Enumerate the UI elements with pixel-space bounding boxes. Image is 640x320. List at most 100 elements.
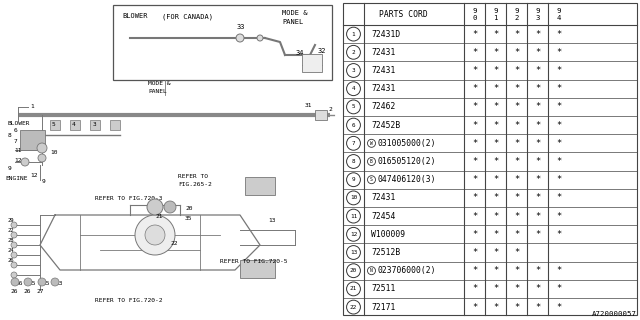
Text: *: *	[514, 48, 519, 57]
Text: W: W	[370, 141, 373, 146]
Circle shape	[37, 143, 47, 153]
Text: 016505120(2): 016505120(2)	[377, 157, 435, 166]
Text: *: *	[556, 266, 561, 275]
Text: 27: 27	[36, 289, 44, 294]
Text: 26: 26	[8, 258, 15, 263]
Text: *: *	[514, 175, 519, 184]
Text: W100009: W100009	[371, 230, 405, 239]
Text: *: *	[556, 48, 561, 57]
Text: 72431D: 72431D	[371, 30, 400, 39]
Circle shape	[38, 278, 46, 286]
Text: 35: 35	[185, 216, 193, 221]
Text: *: *	[493, 284, 498, 293]
Text: *: *	[472, 157, 477, 166]
Text: 72512B: 72512B	[371, 248, 400, 257]
Text: *: *	[472, 193, 477, 203]
Text: 7: 7	[14, 139, 18, 144]
Text: 21: 21	[350, 286, 357, 292]
Text: *: *	[535, 30, 540, 39]
Text: *: *	[514, 212, 519, 220]
Text: 5: 5	[352, 104, 355, 109]
Text: *: *	[493, 193, 498, 203]
Circle shape	[11, 232, 17, 238]
Text: *: *	[535, 266, 540, 275]
Text: *: *	[514, 66, 519, 75]
Text: *: *	[556, 212, 561, 220]
Text: 20: 20	[185, 206, 193, 211]
Text: 12: 12	[14, 158, 22, 163]
Text: *: *	[514, 303, 519, 312]
Text: *: *	[493, 303, 498, 312]
Text: 023706000(2): 023706000(2)	[377, 266, 435, 275]
Text: 3: 3	[352, 68, 355, 73]
Text: *: *	[472, 230, 477, 239]
Text: *: *	[556, 175, 561, 184]
Circle shape	[11, 278, 19, 286]
Text: *: *	[556, 303, 561, 312]
Bar	[110, 120, 120, 130]
Text: 31: 31	[305, 103, 312, 108]
Circle shape	[367, 267, 376, 275]
Text: *: *	[514, 284, 519, 293]
Text: *: *	[535, 84, 540, 93]
Text: 6: 6	[14, 128, 18, 133]
Circle shape	[347, 264, 360, 278]
Circle shape	[347, 228, 360, 241]
Text: 031005000(2): 031005000(2)	[377, 139, 435, 148]
Text: REFER TO: REFER TO	[178, 174, 208, 179]
Circle shape	[347, 64, 360, 77]
Text: 72171: 72171	[371, 303, 396, 312]
Circle shape	[236, 34, 244, 42]
Bar	[113, 5, 332, 80]
Text: 33: 33	[237, 24, 246, 30]
Circle shape	[164, 201, 176, 213]
Circle shape	[257, 35, 263, 41]
Text: *: *	[493, 248, 498, 257]
Text: 5: 5	[52, 122, 56, 127]
Text: *: *	[472, 121, 477, 130]
Text: 1: 1	[30, 104, 34, 109]
Text: 9: 9	[515, 8, 519, 14]
Text: BLOWER: BLOWER	[122, 13, 147, 19]
Text: *: *	[514, 157, 519, 166]
Text: 25: 25	[42, 281, 49, 286]
Text: 72431: 72431	[371, 84, 396, 93]
Text: 4: 4	[352, 86, 355, 91]
Text: 4: 4	[72, 122, 76, 127]
Text: *: *	[472, 139, 477, 148]
Text: 6: 6	[352, 123, 355, 128]
Text: 22: 22	[170, 241, 177, 246]
Text: *: *	[535, 139, 540, 148]
Text: 0: 0	[472, 15, 477, 21]
Circle shape	[347, 27, 360, 41]
Text: *: *	[535, 66, 540, 75]
Text: *: *	[535, 102, 540, 111]
Circle shape	[11, 272, 17, 278]
Text: 11: 11	[14, 148, 22, 153]
Text: 12: 12	[30, 173, 38, 178]
Text: *: *	[514, 121, 519, 130]
Text: ENGINE: ENGINE	[5, 176, 28, 181]
Text: *: *	[514, 139, 519, 148]
Text: 23: 23	[55, 281, 63, 286]
Text: 72454: 72454	[371, 212, 396, 220]
Text: *: *	[493, 121, 498, 130]
Text: S: S	[370, 177, 373, 182]
Text: *: *	[556, 230, 561, 239]
Text: *: *	[472, 48, 477, 57]
Text: *: *	[472, 102, 477, 111]
Bar	[20, 130, 45, 150]
Circle shape	[367, 139, 376, 147]
Text: *: *	[472, 30, 477, 39]
Text: *: *	[556, 30, 561, 39]
Text: *: *	[493, 30, 498, 39]
Circle shape	[347, 100, 360, 114]
Text: 3: 3	[93, 122, 97, 127]
Text: REFER TO FIG.720-2: REFER TO FIG.720-2	[95, 298, 163, 303]
Text: 22: 22	[350, 305, 357, 310]
Text: N: N	[370, 268, 373, 273]
Text: 9: 9	[535, 8, 540, 14]
Text: 1: 1	[493, 15, 498, 21]
Circle shape	[11, 242, 17, 248]
Text: *: *	[535, 48, 540, 57]
